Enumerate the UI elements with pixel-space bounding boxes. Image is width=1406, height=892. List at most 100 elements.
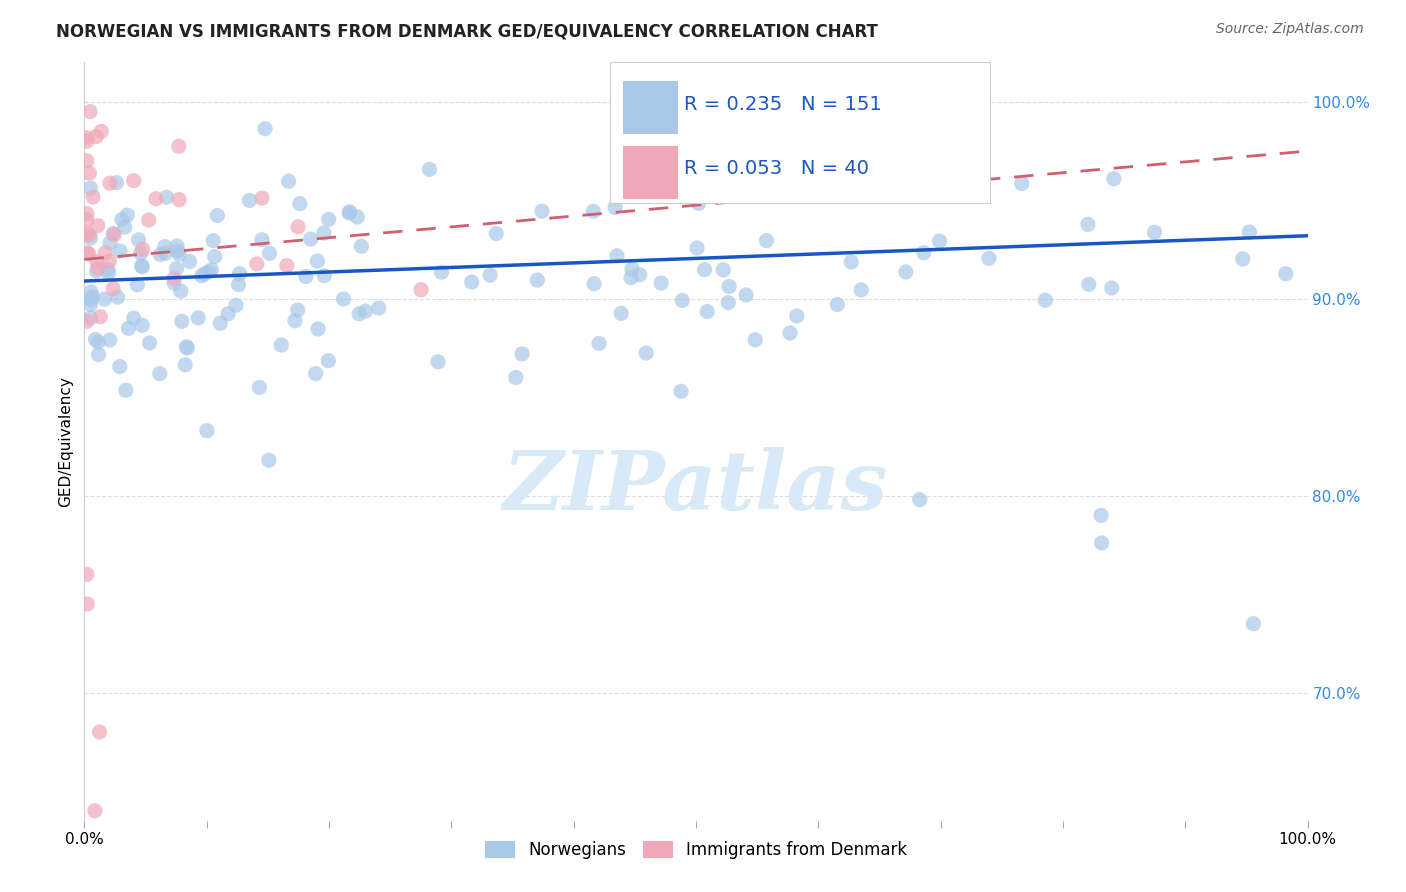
Point	[714, 173, 737, 187]
Point	[127, 277, 149, 292]
Point	[204, 250, 226, 264]
Point	[79, 310, 101, 325]
Point	[510, 347, 533, 361]
Point	[111, 212, 134, 227]
Point	[228, 267, 250, 281]
Point	[149, 367, 172, 381]
Point	[1090, 508, 1112, 523]
Point	[672, 175, 695, 189]
Point	[93, 292, 115, 306]
Point	[117, 321, 139, 335]
Point	[153, 239, 176, 253]
Point	[108, 359, 131, 374]
Point	[582, 204, 605, 219]
Point	[259, 246, 281, 260]
Point	[693, 262, 716, 277]
Point	[270, 338, 292, 352]
Point	[122, 173, 145, 187]
Point	[669, 384, 692, 399]
Point	[107, 290, 129, 304]
Point	[90, 124, 112, 138]
Point	[114, 220, 136, 235]
Point	[287, 303, 309, 318]
Point	[628, 268, 651, 282]
Point	[337, 206, 360, 220]
Point	[430, 265, 453, 279]
Point	[314, 268, 336, 283]
Point	[87, 261, 110, 276]
Point	[912, 245, 935, 260]
Point	[98, 254, 121, 268]
Point	[744, 333, 766, 347]
Point	[87, 347, 110, 361]
Point	[174, 358, 197, 372]
Point	[155, 246, 177, 260]
Point	[851, 283, 873, 297]
Point	[583, 277, 606, 291]
Point	[409, 283, 432, 297]
Y-axis label: GED/Equivalency: GED/Equivalency	[58, 376, 73, 507]
Point	[530, 204, 553, 219]
Point	[79, 181, 101, 195]
Point	[167, 139, 190, 153]
Point	[79, 166, 101, 180]
Point	[84, 129, 107, 144]
Point	[605, 201, 627, 215]
Point	[1101, 281, 1123, 295]
FancyBboxPatch shape	[623, 145, 678, 199]
Point	[129, 246, 152, 260]
Point	[94, 245, 117, 260]
Point	[76, 212, 98, 227]
Point	[131, 318, 153, 333]
Point	[696, 304, 718, 318]
Point	[97, 266, 120, 280]
Point	[76, 130, 98, 145]
Point	[257, 453, 280, 467]
Point	[82, 190, 104, 204]
Point	[461, 275, 484, 289]
Point	[84, 333, 107, 347]
Point	[166, 239, 188, 253]
Point	[76, 226, 98, 240]
Point	[76, 597, 98, 611]
Point	[347, 307, 370, 321]
Legend: Norwegians, Immigrants from Denmark: Norwegians, Immigrants from Denmark	[478, 834, 914, 865]
Point	[103, 227, 125, 242]
Text: Source: ZipAtlas.com: Source: ZipAtlas.com	[1216, 22, 1364, 37]
Point	[718, 279, 741, 293]
Point	[179, 254, 201, 268]
Point	[149, 247, 172, 261]
Point	[307, 322, 329, 336]
Point	[254, 121, 277, 136]
Point	[145, 192, 167, 206]
Point	[76, 567, 98, 582]
Point	[87, 335, 110, 350]
Point	[332, 292, 354, 306]
Point	[225, 298, 247, 312]
Point	[246, 257, 269, 271]
Point	[76, 134, 98, 148]
Point	[277, 174, 299, 188]
Point	[108, 244, 131, 258]
Point	[1239, 225, 1261, 239]
Point	[636, 346, 658, 360]
Point	[284, 314, 307, 328]
Point	[318, 212, 340, 227]
Point	[170, 314, 193, 328]
Point	[928, 234, 950, 248]
Point	[354, 304, 377, 318]
Point	[1011, 177, 1033, 191]
Point	[166, 261, 188, 276]
Point	[620, 270, 643, 285]
Point	[207, 209, 229, 223]
Point	[170, 284, 193, 298]
Point	[650, 276, 672, 290]
Point	[717, 295, 740, 310]
Point	[163, 271, 186, 285]
Point	[103, 227, 125, 241]
Point	[117, 208, 139, 222]
Text: R = 0.235   N = 151: R = 0.235 N = 151	[683, 95, 882, 113]
Point	[98, 235, 121, 250]
Point	[526, 273, 548, 287]
Point	[346, 210, 368, 224]
